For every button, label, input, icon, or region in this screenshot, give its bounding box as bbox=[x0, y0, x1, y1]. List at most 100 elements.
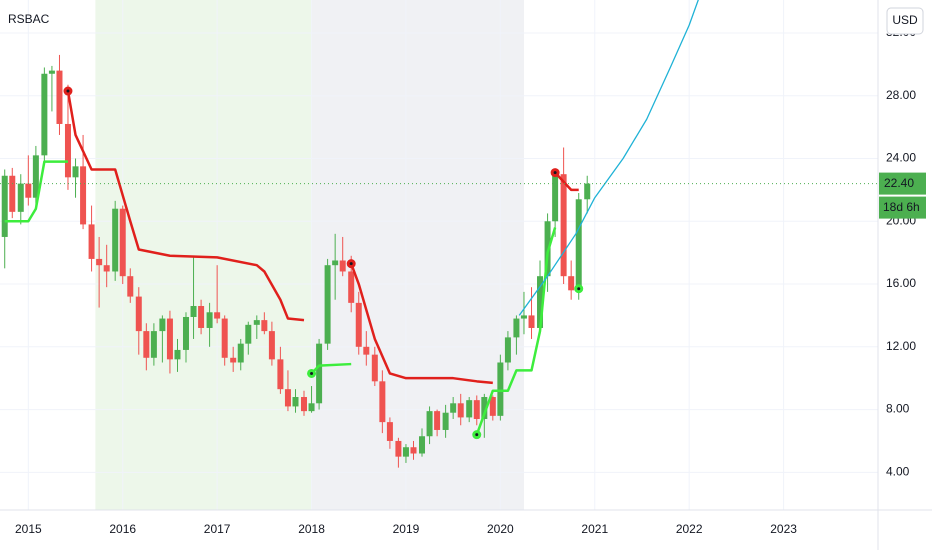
candle-body bbox=[1, 175, 8, 237]
candle-body bbox=[253, 320, 260, 325]
candle-body bbox=[395, 440, 402, 457]
candle-body bbox=[466, 400, 473, 418]
candle-body bbox=[245, 324, 252, 344]
candle-body bbox=[410, 447, 417, 454]
candle-body bbox=[419, 436, 426, 454]
x-tick-label: 2020 bbox=[487, 522, 514, 536]
candle-body bbox=[150, 331, 157, 358]
y-tick-label: 8.00 bbox=[886, 402, 910, 416]
indicator-line bbox=[66, 90, 305, 322]
plot-area bbox=[0, 0, 878, 510]
candle-body bbox=[32, 155, 39, 198]
indicator-line bbox=[350, 263, 493, 385]
candle-body bbox=[457, 403, 464, 418]
candle-body bbox=[560, 174, 567, 277]
candle-body bbox=[190, 306, 197, 317]
x-tick-label: 2022 bbox=[676, 522, 703, 536]
candle-body bbox=[386, 422, 393, 441]
session-shade bbox=[311, 0, 524, 510]
signal-dot bbox=[307, 368, 317, 378]
candle-body bbox=[308, 403, 315, 412]
candle-body bbox=[300, 397, 307, 412]
candle-body bbox=[575, 199, 582, 291]
candle-body bbox=[371, 354, 378, 382]
candle-body bbox=[348, 271, 355, 303]
countdown-box bbox=[879, 196, 926, 219]
candle-body bbox=[64, 123, 71, 178]
candle-body bbox=[363, 346, 370, 355]
signal-dot bbox=[574, 284, 584, 294]
candle-body bbox=[56, 70, 63, 124]
candle-body bbox=[568, 276, 575, 291]
candle-body bbox=[552, 174, 559, 222]
candle-body bbox=[166, 318, 173, 360]
candle-body bbox=[277, 359, 284, 390]
y-tick-label: 24.00 bbox=[886, 151, 916, 165]
y-tick-label: 16.00 bbox=[886, 276, 916, 290]
x-tick-label: 2018 bbox=[298, 522, 325, 536]
indicator-line bbox=[475, 227, 557, 436]
y-tick-label: 4.00 bbox=[886, 465, 910, 479]
currency-label[interactable]: USD bbox=[892, 13, 918, 27]
currency-button[interactable] bbox=[886, 7, 924, 35]
candle-body bbox=[17, 183, 24, 212]
candle-body bbox=[48, 70, 55, 74]
candle-body bbox=[80, 166, 87, 225]
last-price-label: 22.40 bbox=[884, 176, 914, 190]
candle-body bbox=[25, 183, 32, 198]
candle-body bbox=[379, 381, 386, 423]
candle-body bbox=[537, 276, 544, 328]
x-tick-label: 2015 bbox=[15, 522, 42, 536]
candle-body bbox=[316, 343, 323, 404]
candle-body bbox=[520, 315, 527, 319]
candle-body bbox=[9, 175, 16, 212]
x-tick-label: 2021 bbox=[581, 522, 608, 536]
candle-body bbox=[497, 362, 504, 416]
candle-body bbox=[261, 320, 268, 332]
candle-body bbox=[214, 312, 221, 319]
y-tick-label: 12.00 bbox=[886, 339, 916, 353]
candle-body bbox=[426, 411, 433, 437]
candle-body bbox=[513, 318, 520, 338]
candle-body bbox=[402, 447, 409, 457]
countdown-label: 18d 6h bbox=[883, 200, 920, 214]
candle-body bbox=[442, 412, 449, 430]
candle-body bbox=[528, 315, 535, 328]
symbol-title: RSBAC bbox=[8, 12, 50, 26]
candle-body bbox=[504, 337, 511, 363]
candle-body bbox=[230, 357, 237, 363]
candle-body bbox=[268, 331, 275, 360]
session-shade bbox=[95, 0, 312, 510]
candle-body bbox=[434, 411, 441, 430]
indicator-line bbox=[4, 160, 68, 223]
candle-body bbox=[237, 343, 244, 363]
indicator-line bbox=[554, 171, 579, 192]
candle-body bbox=[143, 331, 150, 358]
candle-body bbox=[481, 397, 488, 419]
candle-body bbox=[112, 208, 119, 272]
candle-body bbox=[292, 397, 299, 407]
x-tick-label: 2017 bbox=[204, 522, 231, 536]
y-tick-label: 28.00 bbox=[886, 88, 916, 102]
signal-dot bbox=[472, 430, 482, 440]
signal-dot bbox=[346, 259, 356, 269]
candle-body bbox=[584, 183, 591, 200]
last-price-box bbox=[879, 172, 926, 195]
candle-body bbox=[221, 318, 228, 358]
candle-body bbox=[41, 73, 48, 156]
candle-body bbox=[332, 260, 339, 266]
candle-body bbox=[206, 312, 213, 328]
x-tick-label: 2023 bbox=[770, 522, 797, 536]
candle-body bbox=[96, 258, 103, 266]
candle-body bbox=[198, 306, 205, 328]
candle-body bbox=[103, 265, 110, 272]
x-tick-label: 2016 bbox=[109, 522, 136, 536]
candle-body bbox=[339, 260, 346, 272]
candle-body bbox=[284, 389, 291, 407]
candle-body bbox=[174, 349, 181, 360]
candle-body bbox=[119, 208, 126, 277]
axes: 4.008.0012.0016.0020.0024.0028.0032.0020… bbox=[15, 25, 926, 536]
candle-body bbox=[135, 296, 142, 332]
